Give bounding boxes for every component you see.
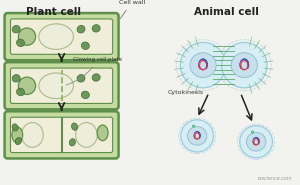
Ellipse shape [97, 125, 108, 141]
Ellipse shape [15, 137, 22, 145]
Ellipse shape [92, 74, 100, 81]
Ellipse shape [81, 91, 89, 99]
Ellipse shape [18, 77, 36, 94]
Ellipse shape [12, 127, 23, 143]
Text: Cell wall: Cell wall [118, 0, 145, 19]
Ellipse shape [76, 122, 97, 147]
Text: rsscience.com: rsscience.com [258, 176, 292, 181]
Ellipse shape [92, 25, 100, 32]
Text: Cytokinesis: Cytokinesis [168, 90, 204, 95]
Ellipse shape [71, 123, 78, 130]
Ellipse shape [77, 75, 85, 82]
Ellipse shape [180, 42, 226, 88]
Ellipse shape [231, 53, 257, 78]
Ellipse shape [81, 42, 89, 49]
Ellipse shape [16, 39, 25, 47]
Ellipse shape [16, 88, 25, 96]
Text: Glowing cell plate: Glowing cell plate [66, 57, 122, 85]
Ellipse shape [193, 125, 195, 127]
Ellipse shape [12, 124, 18, 131]
FancyBboxPatch shape [4, 111, 118, 159]
Ellipse shape [240, 126, 272, 158]
Ellipse shape [246, 132, 266, 151]
Ellipse shape [22, 122, 43, 147]
FancyBboxPatch shape [11, 117, 113, 153]
Ellipse shape [77, 25, 85, 33]
FancyBboxPatch shape [11, 19, 113, 54]
FancyBboxPatch shape [4, 62, 118, 109]
Ellipse shape [39, 73, 74, 99]
Ellipse shape [12, 26, 20, 33]
Ellipse shape [190, 53, 216, 78]
Ellipse shape [69, 139, 75, 146]
Text: Plant cell: Plant cell [26, 7, 81, 17]
FancyBboxPatch shape [4, 13, 118, 60]
Ellipse shape [39, 24, 74, 49]
Ellipse shape [181, 120, 214, 152]
Ellipse shape [18, 28, 36, 45]
Ellipse shape [188, 127, 207, 145]
Ellipse shape [251, 131, 254, 133]
FancyBboxPatch shape [11, 68, 113, 103]
Ellipse shape [12, 75, 20, 82]
Ellipse shape [222, 42, 267, 88]
Text: Animal cell: Animal cell [194, 7, 259, 17]
